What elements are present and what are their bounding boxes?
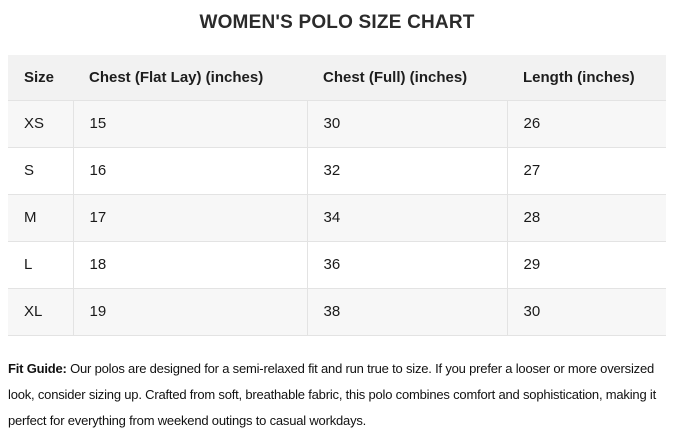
cell-length: 27 (506, 146, 666, 194)
cell-chest-full: 30 (306, 99, 507, 147)
cell-size: XL (8, 287, 73, 336)
table-row-l: L 18 36 29 (8, 240, 666, 288)
column-header-size: Size (8, 55, 73, 100)
size-chart-table: Size Chest (Flat Lay) (inches) Chest (Fu… (8, 55, 666, 336)
table-header-row: Size Chest (Flat Lay) (inches) Chest (Fu… (8, 55, 666, 100)
page-title: WOMEN'S POLO SIZE CHART (199, 12, 475, 33)
table-row-s: S 16 32 27 (8, 146, 666, 194)
column-header-length: Length (inches) (507, 55, 666, 100)
cell-chest-flat: 16 (72, 146, 307, 194)
cell-chest-full: 38 (306, 287, 507, 336)
cell-size: XS (8, 99, 73, 147)
cell-chest-flat: 17 (72, 193, 307, 241)
cell-length: 30 (506, 287, 666, 336)
table-row-xs: XS 15 30 26 (8, 99, 666, 147)
cell-size: M (8, 193, 73, 241)
table-row-m: M 17 34 28 (8, 193, 666, 241)
cell-length: 29 (506, 240, 666, 288)
cell-chest-flat: 18 (72, 240, 307, 288)
cell-size: S (8, 146, 73, 194)
cell-chest-full: 36 (306, 240, 507, 288)
fit-guide-body: Our polos are designed for a semi-relaxe… (8, 360, 656, 428)
cell-length: 26 (506, 99, 666, 147)
cell-length: 28 (506, 193, 666, 241)
column-header-chest-full: Chest (Full) (inches) (307, 55, 507, 100)
table-row-xl: XL 19 38 30 (8, 287, 666, 336)
column-header-chest-flat: Chest (Flat Lay) (inches) (73, 55, 307, 100)
cell-chest-flat: 15 (72, 99, 307, 147)
cell-size: L (8, 240, 73, 288)
size-chart-page: WOMEN'S POLO SIZE CHART Size Chest (Flat… (0, 12, 674, 434)
cell-chest-full: 34 (306, 193, 507, 241)
fit-guide-label: Fit Guide: (8, 360, 67, 376)
cell-chest-full: 32 (306, 146, 507, 194)
fit-guide-text: Fit Guide: Our polos are designed for a … (8, 356, 666, 434)
cell-chest-flat: 19 (72, 287, 307, 336)
